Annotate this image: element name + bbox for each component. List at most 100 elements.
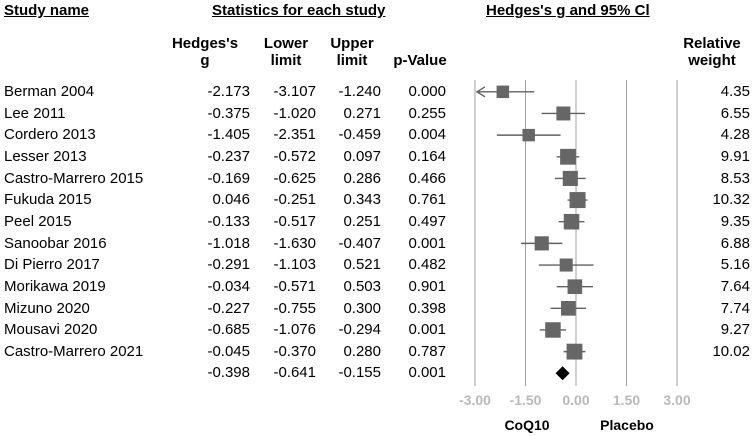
hedges-g-header-line1: Hedges's	[171, 35, 239, 52]
relative-weight-cell: 4.35	[720, 83, 750, 100]
lower-limit-cell: -0.625	[273, 169, 316, 187]
summary-diamond	[555, 366, 570, 381]
effect-size-square	[569, 192, 586, 209]
p-value-cell: 0.164	[408, 147, 446, 165]
hedges-g-cell: -0.685	[207, 321, 250, 339]
hedges-g-header-line2: g	[200, 52, 210, 69]
study-name-cell: Castro-Marrero 2021	[4, 342, 144, 360]
p-value-cell: 0.466	[408, 169, 446, 187]
study-name-cell: Mousavi 2020	[4, 321, 98, 339]
upper-limit-cell: -1.240	[338, 83, 381, 100]
lower-limit-cell: -0.755	[273, 299, 316, 317]
upper-limit-cell: 0.300	[343, 299, 381, 317]
upper-limit-cell: 0.521	[343, 256, 381, 274]
p-value-cell: 0.001	[408, 321, 446, 339]
x-tick-label: -3.00	[459, 392, 491, 408]
study-name-cell: Di Pierro 2017	[4, 256, 100, 274]
upper-limit-cell: 0.286	[343, 169, 381, 187]
effect-size-square	[563, 213, 580, 230]
study-name-cell: Fukuda 2015	[4, 191, 92, 209]
summary-lower-limit-cell: -0.641	[273, 364, 316, 382]
upper-limit-cell: 0.271	[343, 104, 381, 122]
weight-header-line1: Relative	[683, 35, 741, 52]
p-value-cell: 0.761	[408, 191, 446, 209]
effect-size-square	[534, 236, 549, 251]
p-value-cell: 0.001	[408, 234, 446, 252]
relative-weight-cell: 5.16	[720, 256, 750, 274]
p-value-column-header: p-Value	[393, 52, 447, 69]
hedges-g-cell: -0.237	[207, 147, 250, 165]
lower-limit-cell: -1.020	[273, 104, 316, 122]
summary-upper-limit-cell: -0.155	[338, 364, 381, 382]
study-name-cell: Peel 2015	[4, 212, 72, 230]
lower-limit-cell: -1.103	[273, 256, 316, 274]
relative-weight-column-header: Relative weight	[672, 35, 752, 69]
relative-weight-cell: 6.55	[720, 104, 750, 122]
upper-limit-cell: -0.459	[338, 126, 381, 144]
relative-weight-cell: 9.35	[720, 212, 750, 230]
upper-limit-cell: 0.097	[343, 147, 381, 165]
x-tick-label: 0.00	[562, 392, 589, 408]
x-tick-label: -1.50	[510, 392, 542, 408]
summary-p-value-cell: 0.001	[408, 364, 446, 382]
lower-header-line2: limit	[270, 52, 302, 69]
effect-size-square	[566, 343, 583, 360]
p-value-cell: 0.000	[408, 83, 446, 100]
effect-size-square	[559, 258, 573, 272]
upper-limit-cell: -0.294	[338, 321, 381, 339]
study-name-cell: Lee 2011	[4, 104, 66, 122]
statistics-header: Statistics for each study	[212, 2, 386, 19]
hedges-g-cell: -0.169	[207, 169, 250, 187]
p-value-cell: 0.901	[408, 277, 446, 295]
lower-limit-cell: -0.572	[273, 147, 316, 165]
upper-header-line2: limit	[336, 52, 368, 69]
lower-limit-cell: -3.107	[273, 83, 316, 100]
hedges-g-cell: -0.133	[207, 212, 250, 230]
effect-size-square	[545, 322, 561, 338]
upper-limit-cell: 0.343	[343, 191, 381, 209]
upper-limit-column-header: Upper limit	[320, 35, 384, 69]
coq10-axis-label: CoQ10	[504, 417, 549, 433]
hedges-g-cell: -0.375	[207, 104, 250, 122]
study-name-cell: Berman 2004	[4, 83, 95, 100]
x-tick-label: 3.00	[663, 392, 690, 408]
hedges-g-cell: -0.291	[207, 256, 250, 274]
relative-weight-cell: 7.74	[720, 299, 750, 317]
study-name-cell: Sanoobar 2016	[4, 234, 107, 252]
lower-limit-cell: -2.351	[273, 126, 316, 144]
relative-weight-cell: 8.53	[720, 169, 750, 187]
ci-truncation-arrow	[475, 86, 486, 98]
ci-header: Hedges's g and 95% Cl	[486, 2, 650, 19]
lower-header-line1: Lower	[263, 35, 309, 52]
p-value-cell: 0.787	[408, 342, 446, 360]
effect-size-square	[522, 128, 535, 142]
placebo-axis-label: Placebo	[600, 417, 654, 433]
effect-size-square	[560, 148, 576, 165]
upper-limit-cell: 0.503	[343, 277, 381, 295]
upper-limit-cell: 0.280	[343, 342, 381, 360]
study-name-cell: Castro-Marrero 2015	[4, 169, 144, 187]
p-value-cell: 0.004	[408, 126, 446, 144]
p-value-cell: 0.482	[408, 256, 446, 274]
relative-weight-cell: 9.91	[720, 147, 750, 165]
lower-limit-cell: -0.517	[273, 212, 316, 230]
relative-weight-cell: 6.88	[720, 234, 750, 252]
study-name-header: Study name	[4, 2, 90, 19]
upper-limit-cell: 0.251	[343, 212, 381, 230]
summary-hedges-g-cell: -0.398	[207, 364, 250, 382]
effect-size-square	[561, 300, 576, 316]
relative-weight-cell: 10.32	[712, 191, 750, 209]
relative-weight-cell: 7.64	[720, 277, 750, 295]
hedges-g-cell: 0.046	[212, 191, 250, 209]
upper-header-line1: Upper	[330, 35, 374, 52]
weight-header-line2: weight	[688, 52, 736, 69]
lower-limit-cell: -0.251	[273, 191, 316, 209]
lower-limit-cell: -1.630	[273, 234, 316, 252]
lower-limit-cell: -0.370	[273, 342, 316, 360]
relative-weight-cell: 10.02	[712, 342, 750, 360]
hedges-g-cell: -1.018	[207, 234, 250, 252]
p-value-cell: 0.398	[408, 299, 446, 317]
study-name-cell: Lesser 2013	[4, 147, 87, 165]
hedges-g-column-header: Hedges's g	[160, 35, 250, 69]
